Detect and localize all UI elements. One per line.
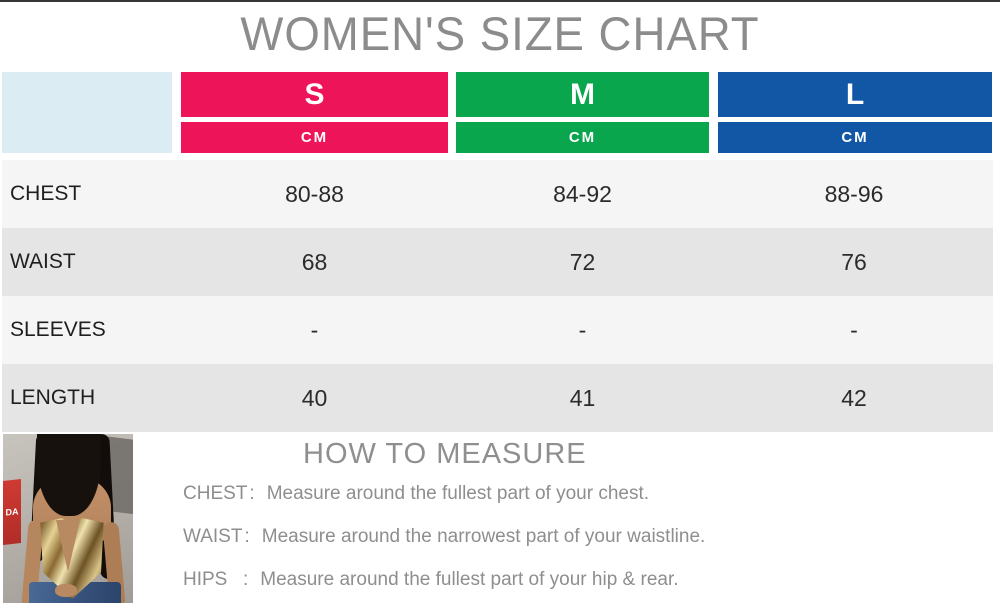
measure-label: WAIST	[183, 526, 243, 547]
measure-text: Measure around the narrowest part of you…	[261, 526, 706, 547]
size-header-m: M	[456, 72, 709, 117]
row-label: LENGTH	[10, 386, 96, 409]
photo-red-sign: DA	[3, 479, 21, 545]
cell-value: 42	[841, 384, 867, 411]
measure-text: Measure around the fullest part of your …	[260, 569, 679, 590]
unit-header-s: CM	[181, 122, 448, 153]
table-row-length: LENGTH 40 41 42	[2, 364, 993, 432]
table-corner-cell	[2, 72, 172, 153]
table-row-chest: CHEST 80-88 84-92 88-96	[2, 160, 993, 228]
model-photo: DA	[3, 434, 133, 603]
unit-header-m: CM	[456, 122, 709, 153]
cell-value: 80-88	[285, 180, 344, 207]
cell-value: 40	[301, 384, 328, 411]
measure-label: CHEST	[183, 483, 248, 504]
row-label: WAIST	[10, 250, 76, 273]
measure-colon: :	[243, 569, 249, 590]
how-to-measure-heading: HOW TO MEASURE	[303, 438, 587, 470]
measure-item-waist: WAIST: Measure around the narrowest part …	[183, 526, 705, 548]
measure-colon: :	[244, 526, 250, 547]
photo-model-hand	[55, 584, 77, 597]
size-header-l: L	[718, 72, 992, 117]
measure-item-hips: HIPS: Measure around the fullest part of …	[183, 569, 679, 591]
cell-value: 76	[841, 248, 867, 275]
size-table-body: CHEST 80-88 84-92 88-96 WAIST 68 72 76 S…	[2, 160, 993, 432]
cell-value: -	[850, 316, 858, 343]
measure-text: Measure around the fullest part of your …	[266, 483, 650, 504]
measure-label: HIPS	[183, 569, 228, 590]
photo-model-hair	[37, 434, 101, 516]
unit-header-l: CM	[718, 122, 992, 153]
cell-value: 41	[569, 384, 596, 411]
measure-colon: :	[249, 483, 255, 504]
page-title: WOMEN'S SIZE CHART	[240, 7, 760, 60]
cell-value: 72	[569, 248, 596, 275]
measure-item-chest: CHEST: Measure around the fullest part of…	[183, 483, 649, 505]
cell-value: 84-92	[553, 180, 612, 207]
table-row-sleeves: SLEEVES - - -	[2, 296, 993, 364]
cell-value: -	[310, 316, 319, 343]
size-header-s: S	[181, 72, 448, 117]
cell-value: 68	[301, 248, 328, 275]
cell-value: 88-96	[824, 180, 884, 207]
row-label: SLEEVES	[10, 318, 106, 341]
table-row-waist: WAIST 68 72 76	[2, 228, 993, 296]
row-label: CHEST	[10, 182, 82, 205]
cell-value: -	[578, 316, 587, 343]
